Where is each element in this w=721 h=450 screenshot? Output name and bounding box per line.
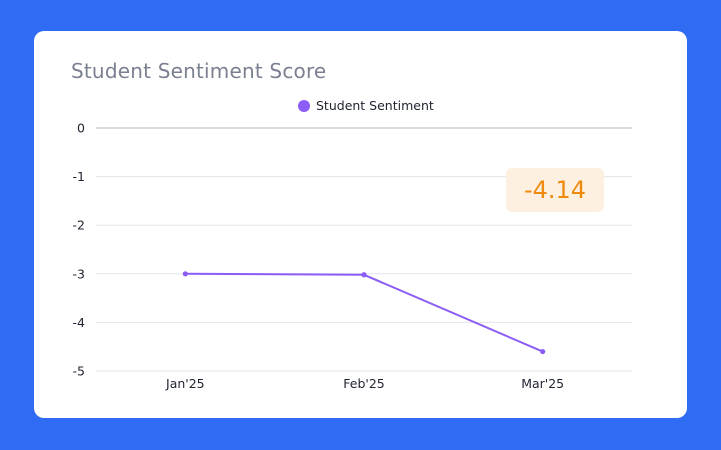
x-tick-label: Feb'25 [343,376,384,391]
y-tick-label: -3 [73,266,85,281]
data-point [540,348,546,355]
y-tick-label: 0 [77,121,85,136]
y-tick-label: -2 [73,218,85,233]
callout-value: -4.14 [523,176,587,204]
y-axis-ticks: 0 -1 -2 -3 -4 -5 [73,121,86,379]
data-point [361,272,367,278]
line-chart: 0 -1 -2 -3 -4 -5 Jan'25 Feb'25 Mar'25 [73,121,632,391]
series-layer [182,271,546,355]
gridlines [96,127,632,372]
series-line [185,272,544,353]
legend-marker [298,99,310,112]
chart-title: Student Sentiment Score [71,59,327,83]
x-axis-ticks: Jan'25 Feb'25 Mar'25 [165,376,564,391]
x-tick-label: Jan'25 [165,376,205,391]
y-tick-label: -1 [73,169,85,184]
y-tick-label: -4 [73,315,86,330]
value-callout: -4.14 [506,168,604,212]
chart-card: Student Sentiment Score Student Sentimen… [34,31,687,418]
y-tick-label: -5 [73,364,85,379]
legend: Student Sentiment [298,98,434,113]
x-tick-label: Mar'25 [521,376,564,391]
data-point [182,271,188,277]
legend-label: Student Sentiment [316,98,434,113]
